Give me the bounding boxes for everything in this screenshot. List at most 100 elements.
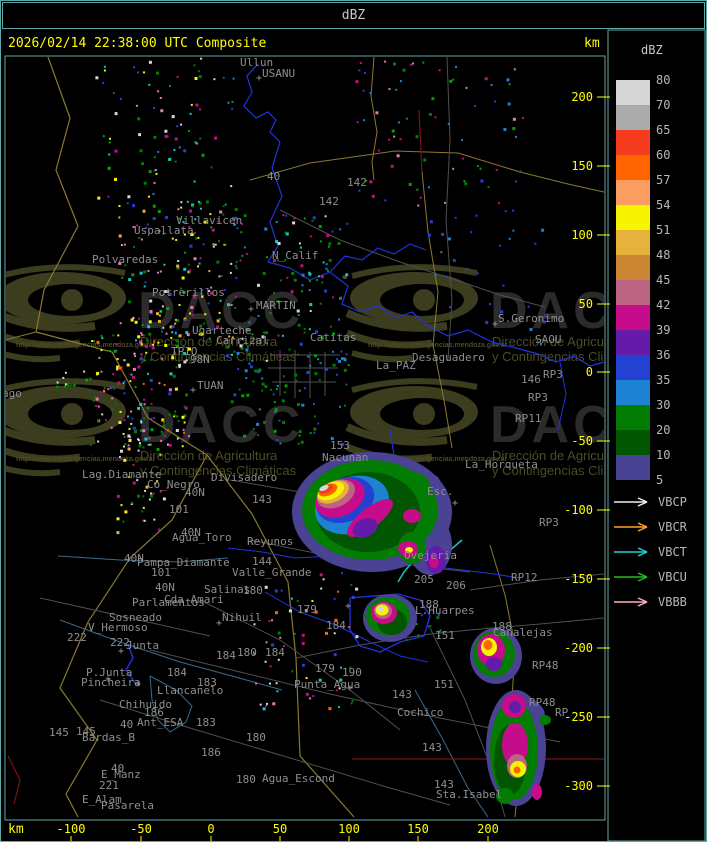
map-label: Llancanelo <box>157 684 224 697</box>
timestamp-label: 2026/02/14 22:38:00 UTC Composite <box>8 36 267 51</box>
map-label: 184 <box>265 646 285 659</box>
map-frame <box>4 55 606 821</box>
legend-band-label: 70 <box>656 98 670 112</box>
map-line-gray <box>279 209 546 308</box>
map-line-gray <box>469 617 604 631</box>
y-axis-tick-label: -50 <box>571 434 593 448</box>
echo-dot-cluster <box>355 60 524 207</box>
map-label: Carrizal <box>216 334 269 347</box>
map-label: 206 <box>446 579 466 592</box>
legend-band <box>616 130 650 155</box>
x-axis-tick-label: -50 <box>130 822 152 836</box>
vector-label: VBBB <box>658 595 687 609</box>
legend-band <box>616 430 650 455</box>
map-label: 143 <box>392 688 412 701</box>
legend-band-label: 10 <box>656 448 670 462</box>
x-axis-tick-label: 100 <box>338 822 360 836</box>
y-axis-tick-label: 100 <box>571 228 593 242</box>
map-label: Lag.Diamante <box>82 468 162 481</box>
map-line-blue <box>264 591 429 663</box>
map-label: 183 <box>196 716 216 729</box>
legend-band <box>616 280 650 305</box>
map-label: 142 <box>319 195 339 208</box>
x-axis-tick-label: 50 <box>273 822 287 836</box>
station-marker-icon: + <box>190 385 197 396</box>
map-label: 188 <box>492 620 512 633</box>
svg-text:y Contingencias Climáticas: y Contingencias Climáticas <box>492 463 649 478</box>
x-axis-tick-label: -100 <box>57 822 86 836</box>
map-label: USANU <box>262 67 296 80</box>
map-label: Pincheira <box>81 676 141 689</box>
watermark-url: http://www.contingencias.mendoza.gov.ar <box>16 456 156 463</box>
legend-band-label: 51 <box>656 223 670 237</box>
map-label: 221 <box>99 779 119 792</box>
map-label: 186 <box>144 706 164 719</box>
legend-band-label: 60 <box>656 148 670 162</box>
map-label: TPIO <box>171 345 198 358</box>
map-label: 40N <box>124 552 144 565</box>
map-label: Salinas <box>204 583 251 596</box>
storm-cell-south-storm <box>486 690 551 806</box>
map-label: 143 <box>252 493 272 506</box>
map-label: RP3 <box>543 368 563 381</box>
echo-dot-cluster <box>95 57 235 206</box>
map-label: Valle_Grande <box>232 566 312 579</box>
map-label: 144 <box>252 555 272 568</box>
map-label: 180 <box>237 646 257 659</box>
map-label: Reyunos <box>247 535 294 548</box>
map-label: 98N <box>190 353 210 366</box>
legend-title: dBZ <box>641 43 663 57</box>
map-line-steel <box>59 619 283 691</box>
station-marker-icon: + <box>345 601 352 612</box>
watermark-url: http://www.contingencias.mendoza.gov.ar <box>368 456 508 463</box>
map-label: 180 <box>236 773 256 786</box>
legend-band <box>616 330 650 355</box>
map-label: SAOU <box>535 333 562 346</box>
map-label: Ovejeria <box>404 549 457 562</box>
map-label: 145 <box>76 725 96 738</box>
map-label: 143 <box>422 741 442 754</box>
map-label: 183 <box>197 676 217 689</box>
map-label: E_Alam <box>82 793 122 806</box>
map-label: 222 <box>67 631 87 644</box>
legend-band-label: 57 <box>656 173 670 187</box>
legend-band-label: 80 <box>656 73 670 87</box>
legend-band <box>616 80 650 105</box>
map-label: ago <box>5 387 22 400</box>
legend-band <box>616 405 650 430</box>
map-line-blue <box>243 63 281 143</box>
map-line-steel <box>414 689 489 818</box>
legend-band-label: 45 <box>656 273 670 287</box>
map-label: 222 <box>110 636 130 649</box>
vector-legend-item: VBCR <box>614 520 688 534</box>
vector-legend-item: VBCT <box>614 545 687 559</box>
map-label: N_Calif <box>272 249 319 262</box>
map-line-blue <box>267 141 283 263</box>
y-axis-tick-label: -300 <box>564 779 593 793</box>
map-label: Bardas_B <box>82 731 135 744</box>
map-label: 101 <box>169 503 189 516</box>
legend-band <box>616 230 650 255</box>
station-marker-icon: + <box>347 683 354 694</box>
x-axis-tick-label: 200 <box>477 822 499 836</box>
y-axis-tick-label: -100 <box>564 503 593 517</box>
echo-dot-cluster <box>253 572 359 711</box>
map-line-gray <box>99 699 451 806</box>
map-label: Sosneado <box>109 611 162 624</box>
map-label: RP3 <box>539 516 559 529</box>
map-label: 151 <box>434 678 454 691</box>
legend-band <box>616 105 650 130</box>
echo-dot-cluster <box>118 200 238 348</box>
legend-band-label: 42 <box>656 298 670 312</box>
legend-band <box>616 355 650 380</box>
map-label: 40N <box>155 581 175 594</box>
map-line-blue <box>329 243 427 273</box>
map-label: RP11 <box>515 412 542 425</box>
legend-band-label: 36 <box>656 348 670 362</box>
y-axis-tick-label: 200 <box>571 90 593 104</box>
map-label: Punta_Agua <box>294 678 361 691</box>
vector-legend-item: VBCP <box>614 495 687 509</box>
legend-band-label: 35 <box>656 373 670 387</box>
map-label: Pasarela <box>101 799 154 812</box>
